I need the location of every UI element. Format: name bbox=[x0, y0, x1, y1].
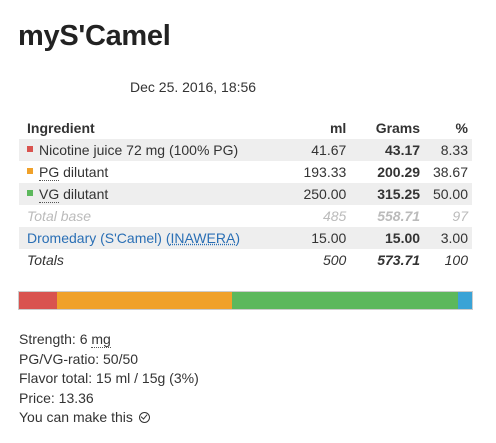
percent-cell: 8.33 bbox=[424, 139, 472, 161]
can-make-line: You can make this bbox=[19, 408, 199, 428]
table-row-totals: Totals 500 573.71 100 bbox=[19, 249, 472, 271]
grams-cell: 15.00 bbox=[350, 227, 425, 249]
flavor-total-line: Flavor total: 15 ml / 15g (3%) bbox=[19, 370, 199, 386]
table-row-total-base: Total base 485 558.71 97 bbox=[19, 205, 472, 227]
recipe-title: myS'Camel bbox=[18, 20, 171, 52]
ingredient-name: dilutant bbox=[59, 186, 109, 202]
brand-link[interactable]: INAWERA bbox=[170, 230, 236, 246]
grams-cell: 573.71 bbox=[377, 252, 421, 268]
ml-cell: 41.67 bbox=[280, 139, 351, 161]
header-ml: ml bbox=[329, 120, 347, 136]
ml-cell: 193.33 bbox=[303, 164, 347, 180]
ml-cell: 485 bbox=[322, 208, 347, 224]
table-row-nicotine: Nicotine juice 72 mg (100% PG) 41.67 43.… bbox=[19, 139, 472, 161]
percent-cell: 100 bbox=[444, 252, 468, 268]
ratio-bar-segment-pg bbox=[56, 292, 232, 309]
grams-cell: 558.71 bbox=[377, 208, 421, 224]
percent-cell: 38.67 bbox=[432, 164, 468, 180]
percent-cell: 97 bbox=[452, 208, 468, 224]
pgvg-ratio-line: PG/VG-ratio: 50/50 bbox=[19, 350, 139, 367]
table-row-flavor: Dromedary (S'Camel) (INAWERA) 15.00 15.0… bbox=[19, 227, 472, 249]
ingredients-table: Ingredient ml Grams % Nicotine juice 72 … bbox=[19, 117, 472, 271]
recipe-datetime: Dec 25. 2016, 18:56 bbox=[130, 79, 257, 95]
table-header-row: Ingredient ml Grams % bbox=[19, 117, 472, 139]
recipe-info: Strength: 6 mg PG/VG-ratio: 50/50 Flavor… bbox=[19, 330, 199, 428]
total-base-label: Total base bbox=[27, 208, 92, 224]
percent-cell: 3.00 bbox=[424, 227, 472, 249]
ingredient-name: Nicotine juice 72 mg (100% PG) bbox=[39, 142, 239, 158]
table-row-vg: VG dilutant 250.00 315.25 50.00 bbox=[19, 183, 472, 205]
strength-line: Strength: 6 mg bbox=[19, 330, 199, 350]
brand-close-paren: ) bbox=[235, 230, 240, 246]
nicotine-color-dot bbox=[27, 146, 33, 153]
ratio-bar-segment-flavor bbox=[458, 292, 472, 309]
ml-cell: 250.00 bbox=[280, 183, 351, 205]
brand-open-paren: ( bbox=[165, 230, 171, 246]
can-make-text: You can make this bbox=[19, 409, 133, 425]
header-grams: Grams bbox=[375, 120, 421, 136]
strength-text: Strength: 6 bbox=[19, 331, 92, 347]
ratio-bar bbox=[18, 291, 473, 310]
strength-unit[interactable]: mg bbox=[91, 331, 111, 348]
header-ingredient: Ingredient bbox=[27, 120, 95, 136]
check-circle-icon bbox=[138, 412, 150, 423]
grams-cell: 200.29 bbox=[377, 164, 421, 180]
vg-abbr[interactable]: VG bbox=[39, 186, 60, 203]
ml-cell: 15.00 bbox=[280, 227, 351, 249]
ingredient-cell: PG dilutant bbox=[19, 161, 281, 183]
totals-label: Totals bbox=[27, 252, 64, 268]
ingredient-cell: Nicotine juice 72 mg (100% PG) bbox=[19, 139, 281, 161]
ratio-bar-segment-nicotine bbox=[19, 292, 57, 309]
grams-cell: 315.25 bbox=[350, 183, 425, 205]
ingredient-cell: VG dilutant bbox=[19, 183, 281, 205]
pg-abbr[interactable]: PG bbox=[39, 164, 60, 181]
ratio-bar-segment-vg bbox=[231, 292, 459, 309]
pg-color-dot bbox=[27, 168, 33, 175]
ml-cell: 500 bbox=[322, 252, 347, 268]
percent-cell: 50.00 bbox=[424, 183, 472, 205]
flavor-link[interactable]: Dromedary (S'Camel) bbox=[27, 230, 162, 246]
vg-color-dot bbox=[27, 190, 33, 197]
price-line: Price: 13.36 bbox=[19, 389, 94, 406]
header-percent: % bbox=[455, 120, 468, 136]
ingredient-name: dilutant bbox=[59, 164, 109, 180]
table-row-pg: PG dilutant 193.33 200.29 38.67 bbox=[19, 161, 472, 183]
flavor-cell: Dromedary (S'Camel) (INAWERA) bbox=[19, 227, 281, 249]
grams-cell: 43.17 bbox=[350, 139, 425, 161]
